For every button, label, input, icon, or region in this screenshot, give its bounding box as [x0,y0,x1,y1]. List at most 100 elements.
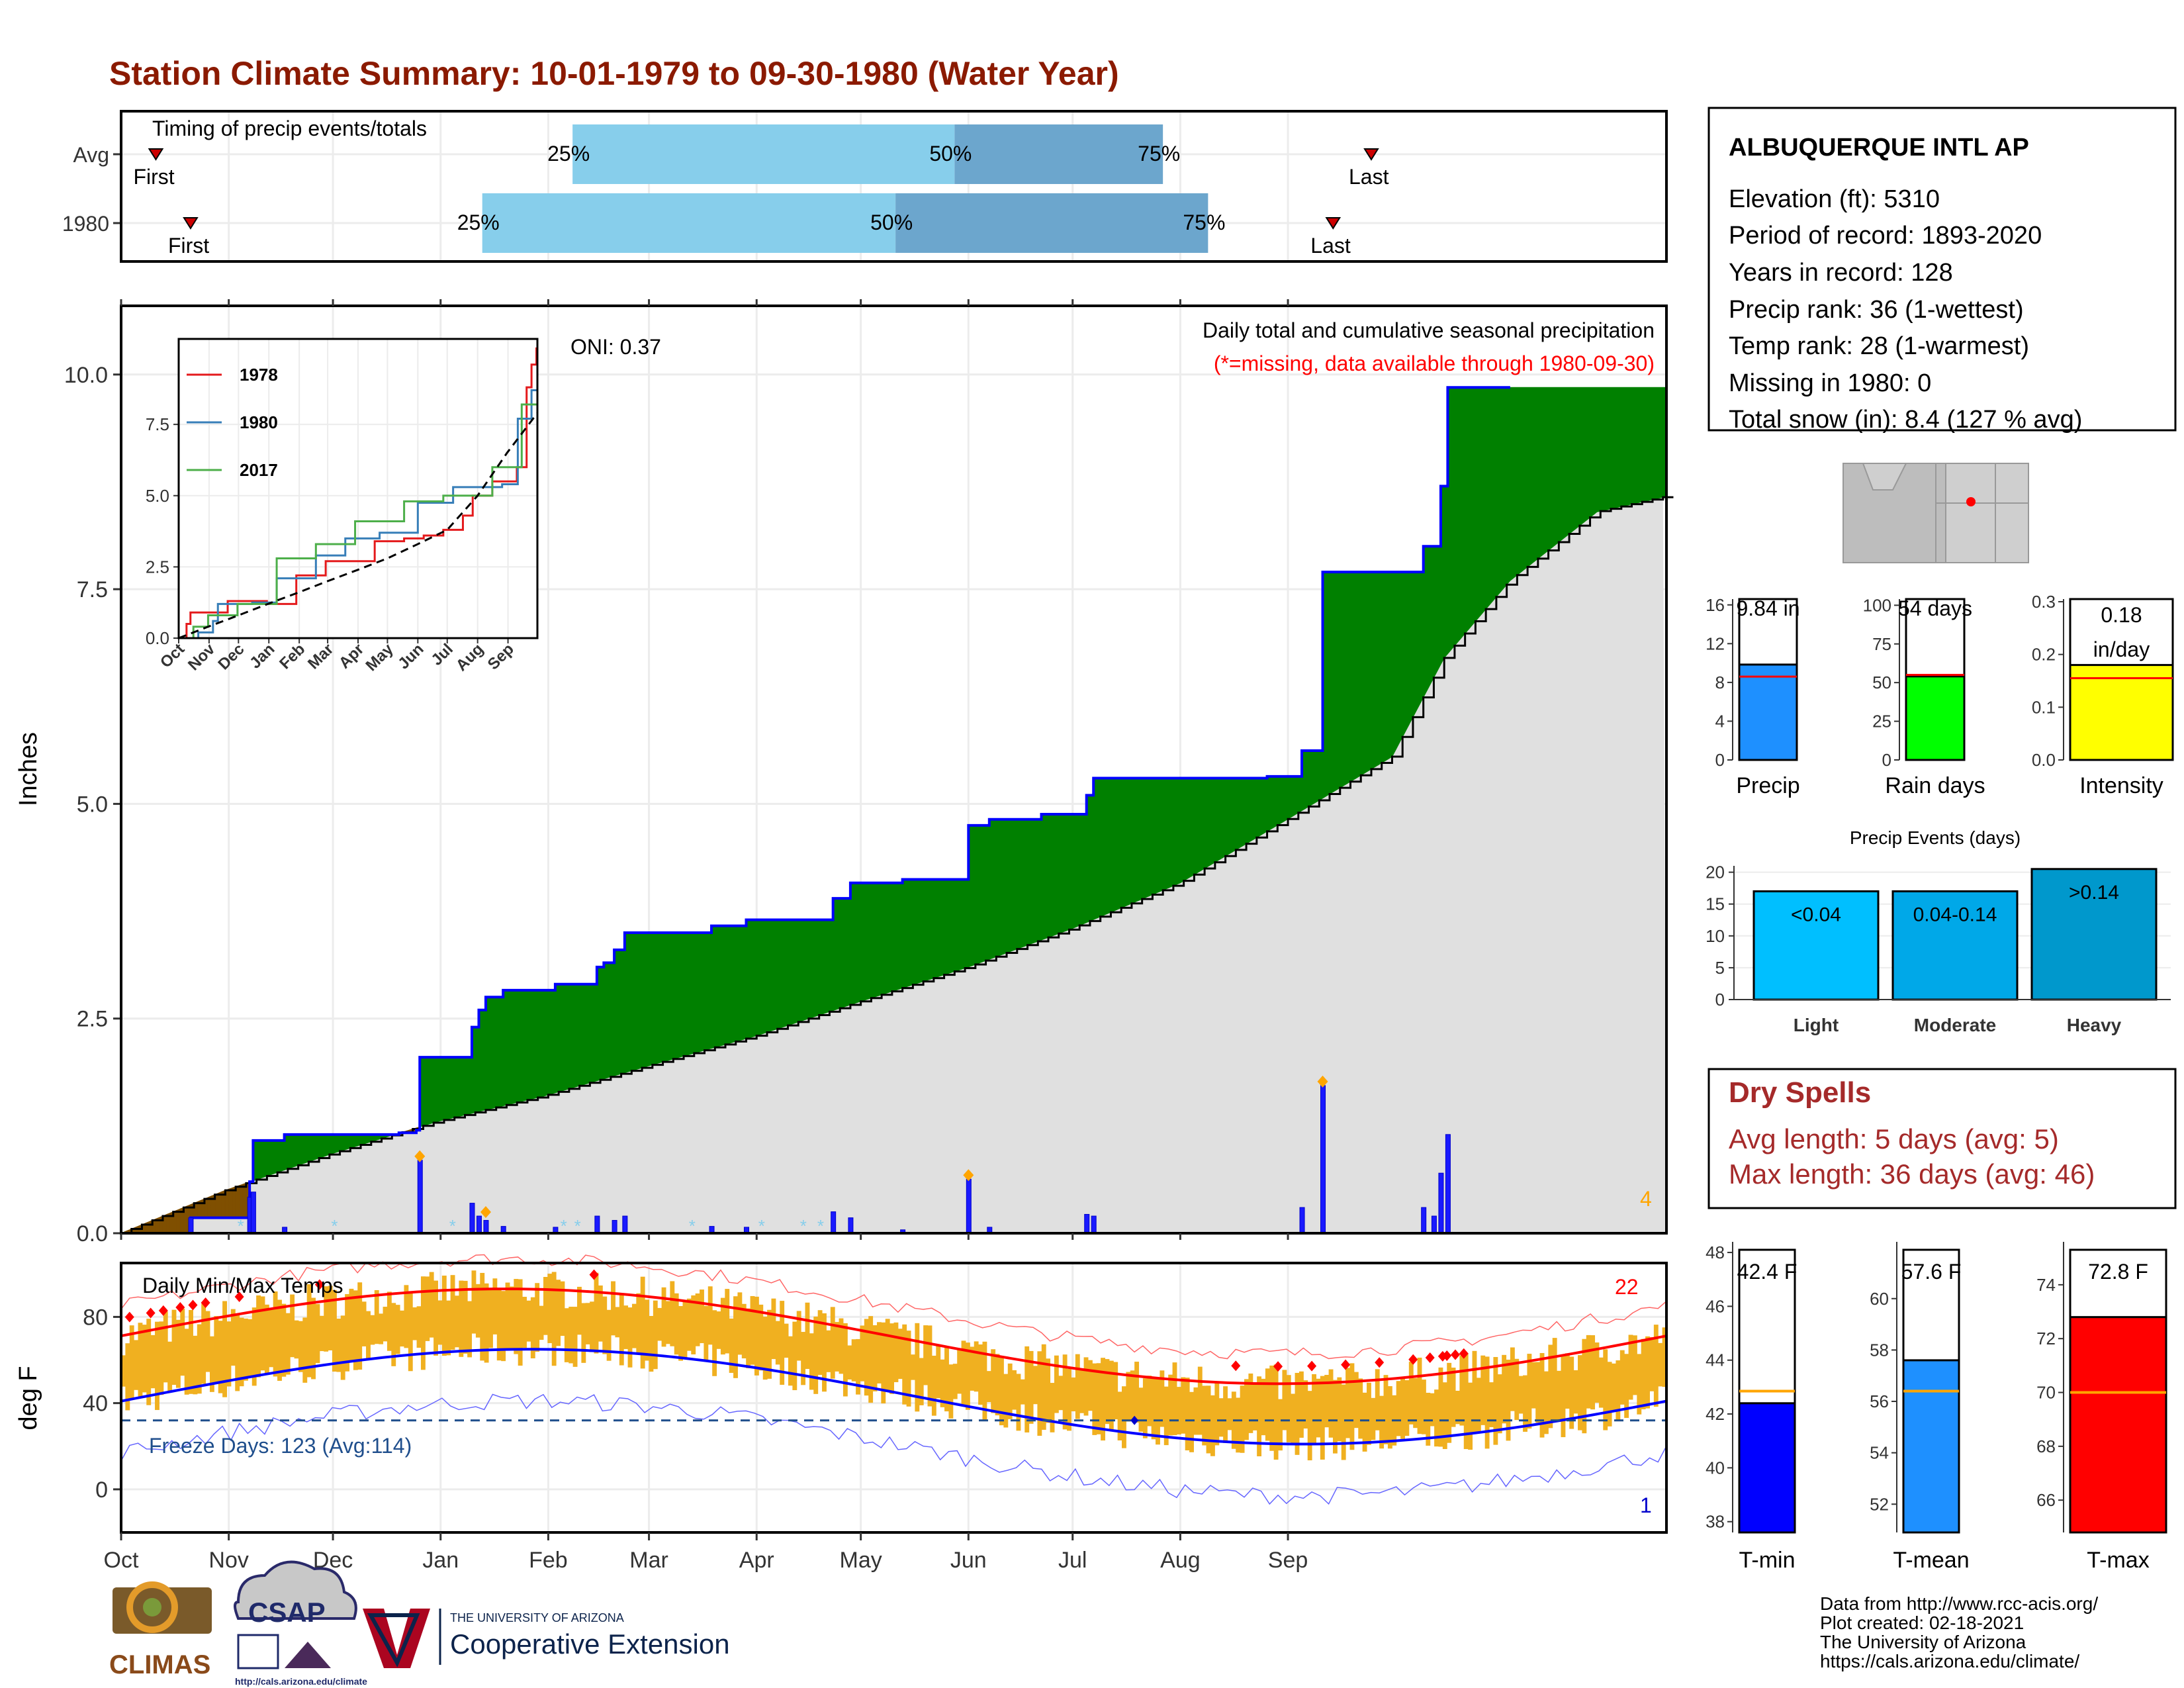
daily-temp-bar [1151,1377,1156,1440]
daily-temp-bar [851,1339,856,1382]
daily-temp-bar [860,1325,865,1382]
daily-temp-bar [269,1309,274,1368]
temp-y-tick: 40 [83,1391,108,1417]
daily-temp-bar [155,1321,159,1411]
daily-temp-bar [1358,1378,1363,1439]
daily-temp-bar [1113,1362,1118,1420]
daily-temp-bar [150,1335,156,1389]
daily-temp-bar [1071,1377,1076,1412]
daily-temp-bar [175,1319,181,1388]
events-y-tick: 15 [1706,894,1725,914]
daily-temp-bar [767,1309,772,1379]
record-high-marker [124,1311,134,1323]
precip-event-category: Moderate [1914,1015,1996,1035]
daily-temp-bar [923,1325,929,1385]
daily-temp-bar [1156,1378,1160,1445]
daily-temp-bar [505,1282,510,1349]
daily-temp-bar [1176,1387,1181,1434]
precip-event-bar [2030,868,2158,1001]
daily-temp-bar [1371,1397,1376,1440]
daily-temp-bar [902,1324,907,1405]
daily-precip-bar [1438,1172,1444,1234]
climas-logo-text: CLIMAS [109,1650,210,1679]
daily-temp-bar [657,1307,662,1341]
daily-temp-bar [560,1281,565,1336]
credit-line: Plot created: 02-18-2021 [1820,1613,2024,1633]
daily-temp-bar [488,1289,493,1348]
daily-temp-bar [788,1336,793,1386]
daily-temp-bar [1615,1360,1621,1421]
daily-temp-bar [1058,1376,1064,1411]
daily-temp-bar [1459,1355,1465,1426]
record-high-marker [1425,1352,1435,1364]
record-high-marker [1231,1360,1241,1372]
daily-temp-bar [784,1323,789,1358]
daily-temp-bar [1653,1325,1659,1407]
credit-line: The University of Arizona [1820,1632,2026,1652]
daily-temp-bar [1531,1362,1536,1409]
station-location-dot [1966,497,1976,506]
daily-temp-bar [1105,1359,1110,1425]
daily-precip-bar [612,1220,617,1234]
station-name: ALBUQUERQUE INTL AP [1729,134,2029,162]
daily-temp-bar [1160,1370,1165,1427]
missing-mark: * [238,1216,244,1236]
daily-temp-bar [551,1272,557,1366]
daily-temp-bar [826,1330,831,1372]
daily-temp-bar [138,1323,143,1397]
timing-p25-label: 25% [457,211,500,234]
daily-temp-bar [936,1346,941,1399]
temp-bar-tick: 42 [1706,1404,1725,1424]
precip-y-tick: 0.0 [77,1221,108,1246]
daily-precip-bar [250,1192,256,1234]
daily-temp-bar [1603,1349,1608,1430]
daily-temp-bar [514,1279,519,1354]
daily-temp-bar [569,1307,574,1364]
last-event-marker [1363,148,1379,161]
daily-temp-bar [459,1280,464,1357]
avg-cumulative-line [121,496,1674,1235]
daily-temp-bar [1649,1337,1655,1391]
daily-temp-bar [961,1340,966,1405]
precip-event-label: <0.04 [1791,904,1841,925]
daily-temp-bar [645,1299,649,1361]
daily-temp-bar [771,1298,776,1360]
daily-temp-bar [1273,1364,1279,1460]
daily-temp-bar [1489,1382,1494,1427]
daily-temp-bar [1202,1385,1207,1446]
mini-bar-tick: 0.3 [2032,592,2056,612]
daily-temp-bar [619,1293,624,1366]
station-line: Temp rank: 28 (1-warmest) [1729,332,2029,360]
credit-line: https://cals.arizona.edu/climate/ [1820,1651,2079,1671]
daily-temp-bar [1020,1379,1025,1405]
daily-temp-bar [741,1303,747,1359]
daily-temp-bar [725,1289,730,1354]
temp-bar-tick: 44 [1706,1350,1725,1370]
inset-y-tick: 7.5 [146,414,169,434]
daily-temp-bar [509,1286,514,1350]
daily-temp-bar [121,1355,126,1387]
daily-temp-bar [1569,1356,1574,1429]
daily-temp-bar [201,1303,206,1384]
daily-temp-bar [294,1320,299,1359]
daily-temp-bar [1257,1376,1262,1456]
daily-temp-bar [707,1286,713,1345]
daily-temp-bar [982,1341,987,1421]
csap-logo: CSAP http://cals.arizona.edu/climate [234,1560,367,1687]
temp-bar-fill [2069,1316,2167,1534]
daily-temp-bar [273,1291,278,1377]
daily-temp-bar [1012,1370,1017,1410]
daily-temp-bar [897,1329,903,1380]
daily-temp-bar [602,1296,608,1354]
daily-temp-bar [450,1275,455,1350]
record-precip-marker [414,1150,426,1162]
month-tick-label: Nov [208,1548,248,1573]
mini-bar-tick: 100 [1863,595,1891,615]
temp-bar-tick: 46 [1706,1296,1725,1316]
daily-temp-bar [796,1311,801,1361]
mini-bar-name: Precip [1736,773,1799,798]
daily-temp-bar [1324,1374,1330,1428]
daily-temp-bar [1367,1382,1371,1445]
daily-temp-bar [349,1288,354,1362]
mini-bar-tick: 75 [1872,634,1891,654]
